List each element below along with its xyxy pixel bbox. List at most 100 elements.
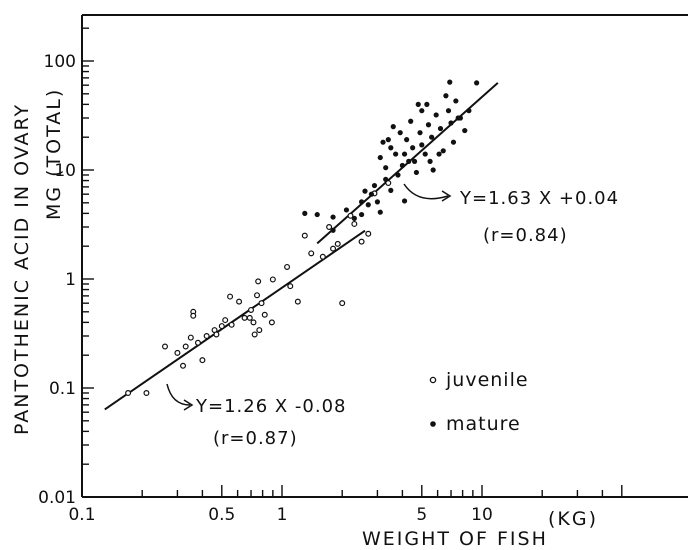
juvenile-point xyxy=(258,300,265,307)
juvenile-point xyxy=(250,319,257,326)
x-tick-label: 10 xyxy=(471,505,493,525)
mature-point xyxy=(424,101,430,107)
mature-point xyxy=(314,211,320,218)
mature-point xyxy=(410,145,416,151)
juvenile-point xyxy=(284,263,291,270)
juvenile-point xyxy=(251,331,258,338)
mature-point xyxy=(411,158,418,164)
juvenile-point xyxy=(241,314,248,321)
mature-point xyxy=(419,142,425,148)
y-tick-label: 0.1 xyxy=(49,379,76,399)
mature-point xyxy=(343,207,350,213)
juvenile-point xyxy=(287,283,294,290)
juvenile-point xyxy=(246,314,253,321)
mature-point xyxy=(358,211,365,218)
mature-point xyxy=(445,108,452,114)
mature-point xyxy=(415,101,421,107)
juvenile-point xyxy=(125,389,132,396)
y-tick-label: 10 xyxy=(54,161,76,181)
mature-point xyxy=(351,215,357,221)
juvenile-point xyxy=(308,250,315,257)
y-tick-label: 0.01 xyxy=(38,488,76,508)
mature-point xyxy=(457,115,464,121)
juvenile-point xyxy=(294,298,301,305)
juvenile-equation: Y=1.26 X -0.08 xyxy=(195,396,347,417)
mature-point xyxy=(397,130,403,136)
x-tick-label: 0.1 xyxy=(68,505,95,525)
data-points xyxy=(125,79,480,396)
juvenile-point xyxy=(334,240,341,247)
mature-point xyxy=(474,80,480,86)
mature-point xyxy=(433,112,439,118)
juvenile-point xyxy=(255,278,262,285)
y-axis-label: PANTOTHENIC ACID IN OVARY xyxy=(11,103,33,435)
juvenile-point xyxy=(358,238,365,245)
juvenile-r-value: (r=0.87) xyxy=(213,428,298,449)
legend-juvenile-label: juvenile xyxy=(445,369,529,391)
mature-point xyxy=(330,214,336,220)
mature-point xyxy=(437,125,444,132)
mature-point xyxy=(419,108,425,114)
mature-point xyxy=(388,187,394,193)
mature-point xyxy=(429,134,435,140)
mature-point xyxy=(385,137,391,143)
mature-point xyxy=(408,118,414,124)
mature-point xyxy=(368,191,375,197)
mature-point xyxy=(406,158,412,164)
juvenile-point xyxy=(269,276,276,283)
juvenile-point xyxy=(254,292,261,299)
mature-point xyxy=(302,210,308,216)
y-axis-ticks: 0.01 0.1 1 10 100 xyxy=(38,27,94,508)
y-axis-unit: MG (TOTAL) xyxy=(43,88,65,220)
juvenile-point xyxy=(228,321,235,328)
regression-lines xyxy=(104,82,499,411)
juvenile-point xyxy=(194,339,201,346)
juvenile-point xyxy=(330,245,337,252)
mature-point xyxy=(374,199,381,205)
juvenile-point xyxy=(203,332,210,339)
mature-annotation-arrow xyxy=(403,183,449,200)
mature-point xyxy=(390,124,396,130)
mature-point xyxy=(383,176,389,182)
regression-line-juvenile xyxy=(104,229,366,411)
mature-point xyxy=(330,227,336,233)
plot-frame xyxy=(81,14,688,498)
mature-point xyxy=(448,120,454,126)
mature-point xyxy=(427,158,433,164)
y-tick-label: 1 xyxy=(65,270,76,290)
x-axis-ticks: 0.1 0.5 1 5 10 xyxy=(68,485,623,525)
mature-point xyxy=(380,139,386,145)
juvenile-point xyxy=(326,223,333,230)
mature-point xyxy=(401,198,408,204)
mature-point xyxy=(393,151,399,157)
mature-point xyxy=(399,162,406,169)
x-axis-label: WEIGHT OF FISH xyxy=(362,528,548,550)
x-tick-label: 5 xyxy=(416,505,427,525)
mature-point xyxy=(443,93,449,99)
legend: juvenile mature xyxy=(429,369,529,435)
mature-point xyxy=(462,127,468,134)
juvenile-point xyxy=(385,179,392,186)
mature-point xyxy=(447,79,453,85)
y-tick-label: 100 xyxy=(44,52,76,72)
mature-arrowhead xyxy=(441,190,452,202)
juvenile-point xyxy=(248,306,255,313)
mature-point xyxy=(401,151,408,157)
mature-equation: Y=1.63 X +0.04 xyxy=(459,188,619,209)
juvenile-arrowhead xyxy=(183,399,194,411)
juvenile-point xyxy=(182,343,189,350)
mature-point xyxy=(362,188,368,194)
juvenile-point xyxy=(143,389,150,396)
x-tick-label: 0.5 xyxy=(208,505,235,525)
mature-point xyxy=(436,151,442,157)
mature-r-value: (r=0.84) xyxy=(483,225,568,246)
juvenile-point xyxy=(187,334,194,341)
legend-mature-label: mature xyxy=(446,413,521,435)
juvenile-point xyxy=(218,323,225,330)
mature-point xyxy=(377,154,383,161)
mature-point xyxy=(365,202,371,208)
mature-point xyxy=(440,148,446,154)
legend-juvenile-marker xyxy=(429,376,437,384)
mature-point xyxy=(425,122,432,128)
